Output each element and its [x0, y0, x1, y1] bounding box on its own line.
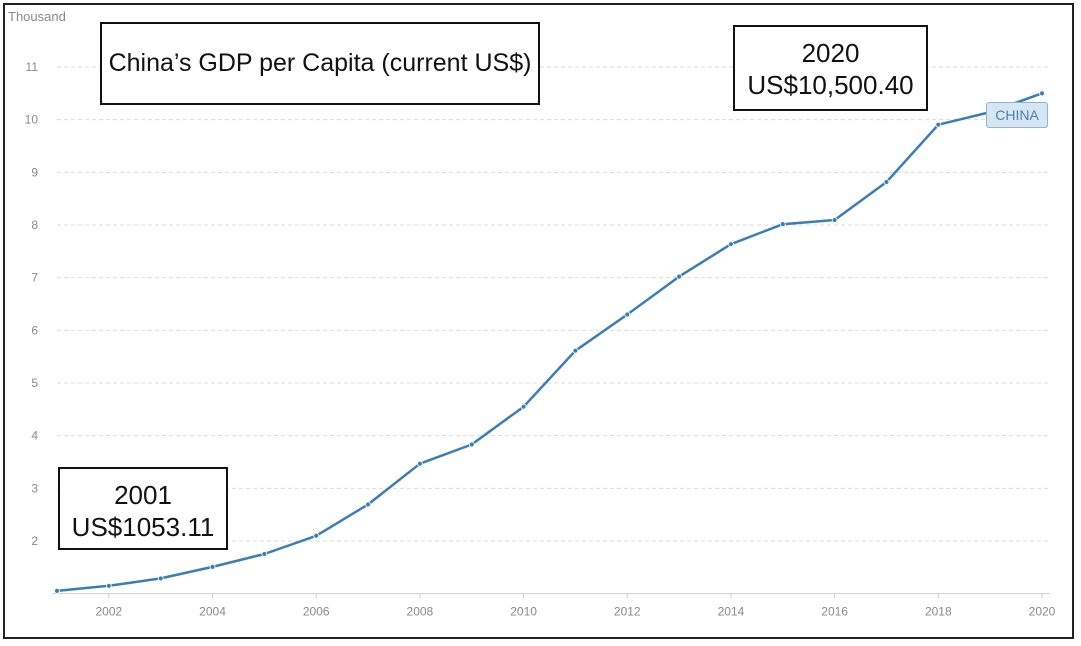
annotation-2001: 2001 US$1053.11: [58, 467, 228, 550]
y-tick-label: 10: [25, 113, 39, 127]
series-group: [54, 90, 1045, 594]
data-point[interactable]: [520, 403, 527, 410]
data-point[interactable]: [676, 273, 683, 280]
data-point[interactable]: [728, 241, 734, 248]
gridlines: [57, 66, 1050, 542]
x-tick-label: 2008: [407, 605, 434, 619]
data-point[interactable]: [416, 460, 423, 467]
data-point[interactable]: [468, 441, 475, 448]
data-point[interactable]: [624, 311, 631, 318]
y-tick-label: 8: [31, 218, 38, 232]
x-tick-label: 2016: [821, 605, 848, 619]
y-tick-label: 3: [31, 481, 38, 495]
data-point[interactable]: [1039, 90, 1045, 97]
annotation-2001-year: 2001: [114, 480, 172, 510]
chart-title: China’s GDP per Capita (current US$): [100, 22, 540, 105]
y-tick-label: 6: [31, 323, 38, 337]
x-tick-label: 2002: [95, 605, 122, 619]
y-tick-label: 11: [26, 60, 39, 74]
y-tick-label: 7: [31, 271, 38, 285]
y-tick-label: 5: [31, 376, 38, 390]
x-tick-label: 2006: [303, 605, 330, 619]
y-tick-label: 2: [31, 534, 38, 548]
data-point[interactable]: [157, 575, 164, 582]
series-label-china[interactable]: CHINA: [986, 102, 1048, 128]
annotation-2020-year: 2020: [801, 38, 860, 68]
y-axis-ticks: 2 3 4 5 6 7 8 9 10 11: [25, 60, 39, 548]
y-tick-label: 9: [31, 165, 38, 179]
data-point[interactable]: [572, 347, 579, 354]
x-tick-label: 2018: [925, 605, 952, 619]
y-unit-label: Thousand: [8, 9, 66, 24]
x-tick-label: 2020: [1029, 605, 1056, 619]
annotation-2001-value: US$1053.11: [71, 512, 215, 542]
x-tick-label: 2010: [510, 605, 537, 619]
data-point[interactable]: [883, 179, 890, 185]
data-point[interactable]: [831, 217, 838, 223]
y-tick-label: 4: [31, 429, 38, 443]
annotation-2020: 2020 US$10,500.40: [733, 25, 928, 111]
data-point[interactable]: [313, 532, 320, 539]
x-tick-label: 2012: [614, 605, 641, 619]
data-point[interactable]: [105, 582, 112, 589]
data-point[interactable]: [365, 501, 371, 508]
data-point[interactable]: [209, 563, 216, 570]
x-tick-label: 2014: [718, 605, 745, 619]
data-point[interactable]: [54, 587, 60, 594]
x-tick-label: 2004: [199, 605, 226, 619]
data-point[interactable]: [261, 551, 268, 557]
annotation-2020-value: US$10,500.40: [747, 70, 914, 100]
x-axis-ticks: 2002 2004 2006 2008 2010 2012 2014 2016 2018 2020: [95, 593, 1056, 619]
data-point[interactable]: [935, 121, 942, 128]
data-point[interactable]: [779, 221, 786, 228]
series-line-china[interactable]: [56, 92, 1043, 593]
